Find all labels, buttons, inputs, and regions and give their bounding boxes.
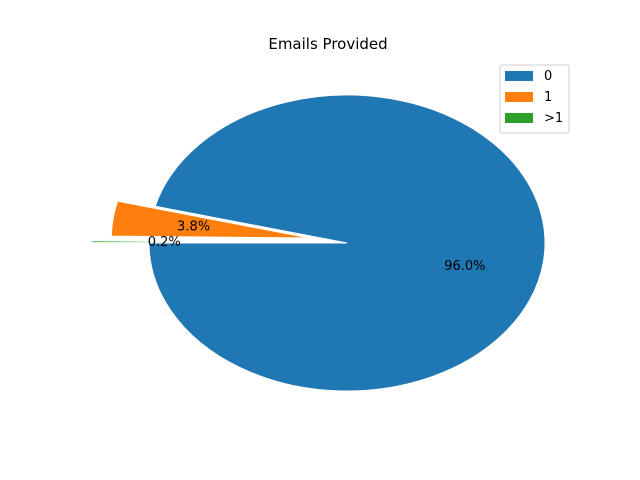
legend-swatch-1 xyxy=(505,92,533,102)
pie-slice-0 xyxy=(148,94,546,392)
legend-label-1: 1 xyxy=(544,90,552,105)
legend-swatch-0 xyxy=(505,71,533,81)
pie-value-label-1: 3.8% xyxy=(177,219,210,234)
legend-label-2: >1 xyxy=(544,111,563,126)
pie-slice-1 xyxy=(110,200,310,239)
legend: 0 1 >1 xyxy=(499,64,570,134)
chart-title: Emails Provided xyxy=(268,35,387,53)
legend-label-0: 0 xyxy=(544,69,552,84)
pie-slices xyxy=(90,94,546,392)
pie-slice-2 xyxy=(90,240,290,244)
pie-labels: 96.0% 3.8%0.2% xyxy=(148,219,486,274)
pie-value-label-0: 96.0% xyxy=(444,259,485,274)
legend-swatch-2 xyxy=(505,113,533,123)
pie-value-label-2: 0.2% xyxy=(148,235,181,250)
